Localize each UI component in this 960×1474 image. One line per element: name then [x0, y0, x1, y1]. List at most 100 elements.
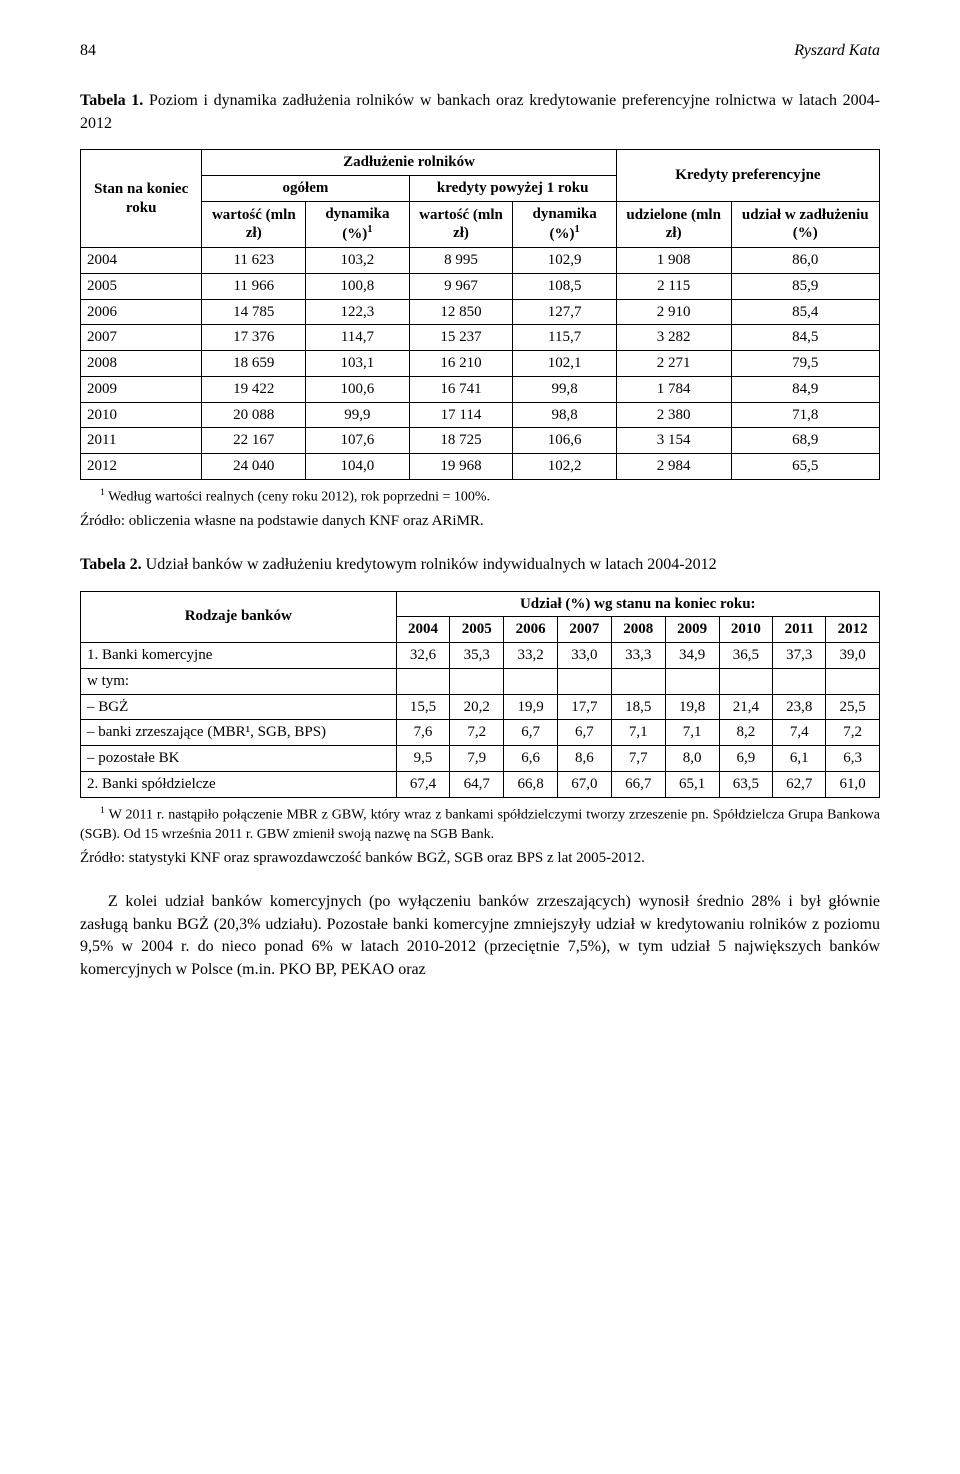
table-cell: 15,5: [396, 694, 450, 720]
table-cell: [719, 668, 773, 694]
table1: Stan na koniec roku Zadłużenie rolników …: [80, 149, 880, 480]
page-number: 84: [80, 40, 96, 62]
table-cell: 17 376: [202, 325, 306, 351]
table2-caption: Tabela 2. Udział banków w zadłużeniu kre…: [80, 554, 880, 576]
table1-caption-bold: Tabela 1.: [80, 92, 143, 109]
t1-fn-text: Według wartości realnych (ceny roku 2012…: [105, 490, 490, 505]
table-cell: 63,5: [719, 771, 773, 797]
table-cell: 2012: [81, 454, 202, 480]
table-cell: 103,2: [306, 248, 409, 274]
t1-h-zadluz: Zadłużenie rolników: [202, 150, 616, 176]
table-cell: 2 271: [616, 351, 731, 377]
table-cell: 3 154: [616, 428, 731, 454]
t2-year-header: 2010: [719, 617, 773, 643]
table-cell: 23,8: [773, 694, 826, 720]
table-row: 200511 966100,89 967108,52 11585,9: [81, 273, 880, 299]
table-cell: 21,4: [719, 694, 773, 720]
table-cell-label: 2. Banki spółdzielcze: [81, 771, 397, 797]
table-cell: 20,2: [450, 694, 504, 720]
t1-h-udzial: udział w zadłużeniu (%): [731, 201, 879, 248]
table-cell: 16 741: [409, 376, 513, 402]
table-cell: 107,6: [306, 428, 409, 454]
table-cell: 34,9: [665, 643, 719, 669]
t1-h-w1: wartość (mln zł): [202, 201, 306, 248]
table-cell: 85,9: [731, 273, 879, 299]
table-cell: 100,6: [306, 376, 409, 402]
table-cell: 99,9: [306, 402, 409, 428]
table-row: 200717 376114,715 237115,73 28284,5: [81, 325, 880, 351]
table-cell: 6,3: [826, 746, 880, 772]
table-cell: 7,2: [826, 720, 880, 746]
table-cell: 2 380: [616, 402, 731, 428]
table-row: 1. Banki komercyjne32,635,333,233,033,33…: [81, 643, 880, 669]
table-cell: 62,7: [773, 771, 826, 797]
table2-body: 1. Banki komercyjne32,635,333,233,033,33…: [81, 643, 880, 798]
t2-fn-text: W 2011 r. nastąpiło połączenie MBR z GBW…: [80, 807, 880, 842]
table-cell: 122,3: [306, 299, 409, 325]
t2-h-udzial: Udział (%) wg stanu na koniec roku:: [396, 591, 879, 617]
table-cell: 2 910: [616, 299, 731, 325]
table-cell: 6,6: [504, 746, 558, 772]
table-cell: 114,7: [306, 325, 409, 351]
table-row: 200818 659103,116 210102,12 27179,5: [81, 351, 880, 377]
table-cell: 99,8: [513, 376, 616, 402]
table-cell: 64,7: [450, 771, 504, 797]
table-cell: 2010: [81, 402, 202, 428]
table-cell: 1 784: [616, 376, 731, 402]
table-cell: 25,5: [826, 694, 880, 720]
table-cell: 66,7: [611, 771, 665, 797]
table-cell: 2009: [81, 376, 202, 402]
table-row: 200411 623103,28 995102,91 90886,0: [81, 248, 880, 274]
table-row: 200919 422100,616 74199,81 78484,9: [81, 376, 880, 402]
table-cell: 2004: [81, 248, 202, 274]
table-cell: 18,5: [611, 694, 665, 720]
table-cell: 71,8: [731, 402, 879, 428]
t2-year-header: 2011: [773, 617, 826, 643]
table-cell: [665, 668, 719, 694]
table-cell: 18 659: [202, 351, 306, 377]
table1-body: 200411 623103,28 995102,91 90886,0200511…: [81, 248, 880, 480]
table-cell: 98,8: [513, 402, 616, 428]
table-cell: 11 966: [202, 273, 306, 299]
table-cell: 67,0: [558, 771, 612, 797]
table-row: 200614 785122,312 850127,72 91085,4: [81, 299, 880, 325]
body-paragraph: Z kolei udział banków komercyjnych (po w…: [80, 891, 880, 981]
table-cell: 7,6: [396, 720, 450, 746]
table-cell: 127,7: [513, 299, 616, 325]
table-cell: [504, 668, 558, 694]
t1-h-d2: dynamika (%)1: [513, 201, 616, 248]
table-cell: 66,8: [504, 771, 558, 797]
table-cell: 36,5: [719, 643, 773, 669]
table-cell: 86,0: [731, 248, 879, 274]
table-cell: 108,5: [513, 273, 616, 299]
table-cell: 7,1: [665, 720, 719, 746]
table-row: 201122 167107,618 725106,63 15468,9: [81, 428, 880, 454]
table-cell: 79,5: [731, 351, 879, 377]
table-cell: 19,8: [665, 694, 719, 720]
table1-caption: Tabela 1. Poziom i dynamika zadłużenia r…: [80, 90, 880, 135]
table-cell: 2008: [81, 351, 202, 377]
table-cell: 33,0: [558, 643, 612, 669]
table-cell: 8 995: [409, 248, 513, 274]
table-cell: 65,1: [665, 771, 719, 797]
table-cell: 68,9: [731, 428, 879, 454]
table-cell: 7,4: [773, 720, 826, 746]
table2-head: Rodzaje banków Udział (%) wg stanu na ko…: [81, 591, 880, 643]
t2-year-header: 2012: [826, 617, 880, 643]
t2-year-header: 2007: [558, 617, 612, 643]
table-cell: 15 237: [409, 325, 513, 351]
table-cell-label: 1. Banki komercyjne: [81, 643, 397, 669]
t1-h-kredpref: Kredyty preferencyjne: [616, 150, 879, 202]
table-cell: 61,0: [826, 771, 880, 797]
t2-year-header: 2004: [396, 617, 450, 643]
table-cell: 9 967: [409, 273, 513, 299]
table2-footnote: 1 W 2011 r. nastąpiło połączenie MBR z G…: [80, 804, 880, 845]
table-row: – pozostałe BK9,57,96,68,67,78,06,96,16,…: [81, 746, 880, 772]
table-cell: 24 040: [202, 454, 306, 480]
table-row: – banki zrzeszające (MBR¹, SGB, BPS)7,67…: [81, 720, 880, 746]
table-cell: 2006: [81, 299, 202, 325]
t1-h-ogolem: ogółem: [202, 175, 409, 201]
t2-year-header: 2008: [611, 617, 665, 643]
table-cell: 37,3: [773, 643, 826, 669]
table-cell: 6,9: [719, 746, 773, 772]
